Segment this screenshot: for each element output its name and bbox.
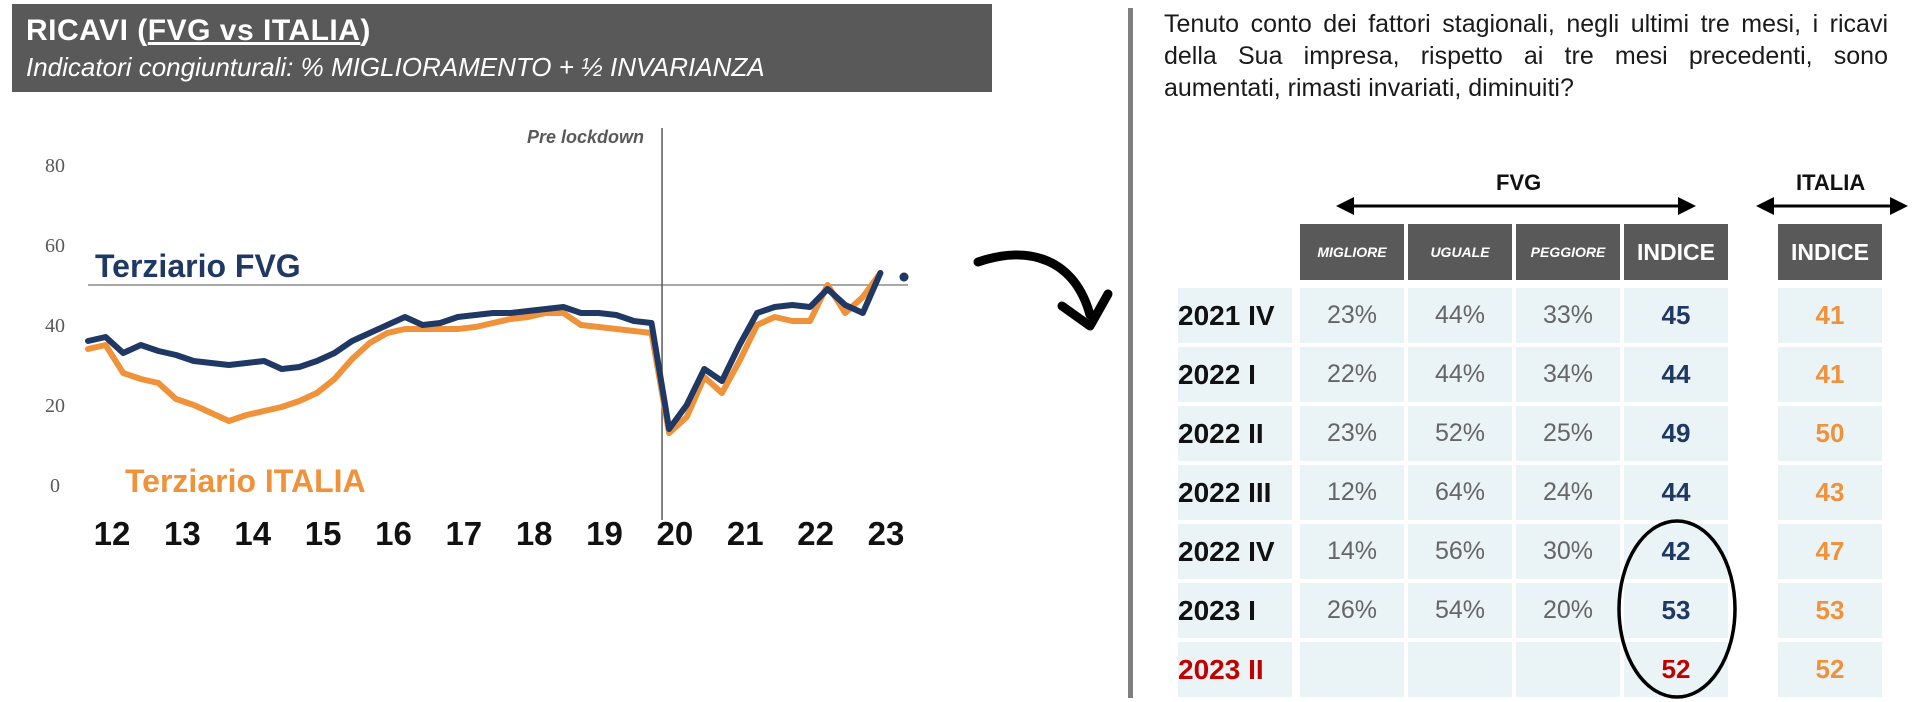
cell-uguale: 64% [1408, 465, 1512, 520]
series-line-fvg [85, 270, 884, 432]
cell-uguale: 44% [1408, 347, 1512, 402]
y-tick-label: 80 [45, 155, 65, 177]
header-indice-italia: INDICE [1778, 224, 1882, 280]
x-tick-label: 17 [445, 515, 482, 552]
page-subtitle: Indicatori congiunturali: % MIGLIORAMENT… [26, 52, 765, 82]
cell-uguale: 52% [1408, 406, 1512, 461]
title-suffix: ) [360, 14, 371, 47]
cell-indice-italia: 41 [1778, 288, 1882, 343]
cell-peggiore: 24% [1516, 465, 1620, 520]
page-title: RICAVI (FVG vs ITALIA) [26, 14, 978, 48]
cell-indice-fvg: 53 [1624, 583, 1728, 638]
cell-indice-fvg: 45 [1624, 288, 1728, 343]
y-tick-label: 20 [45, 395, 65, 417]
header-peggiore: PEGGIORE [1516, 224, 1620, 280]
line-chart: 80 60 40 20 0 Pre lockdown 12 13 14 15 16 17 18 19 20 2… [45, 127, 909, 552]
cell-migliore: 14% [1300, 524, 1404, 579]
cell-indice-fvg: 44 [1624, 465, 1728, 520]
cell-uguale [1408, 642, 1512, 697]
header-migliore: MIGLIORE [1300, 224, 1404, 280]
highlight-ellipse [1617, 519, 1737, 699]
y-tick-label: 0 [50, 475, 60, 497]
x-tick-label: 21 [727, 515, 764, 552]
x-tick-label: 22 [797, 515, 834, 552]
cell-peggiore: 33% [1516, 288, 1620, 343]
group-label-italia: ITALIA [1796, 170, 1866, 195]
cell-indice-fvg: 44 [1624, 347, 1728, 402]
x-tick-label: 20 [657, 515, 694, 552]
cell-peggiore: 20% [1516, 583, 1620, 638]
group-label-fvg: FVG [1496, 170, 1542, 195]
cell-indice-italia: 53 [1778, 583, 1882, 638]
header-uguale: UGUALE [1408, 224, 1512, 280]
cell-indice-fvg: 49 [1624, 406, 1728, 461]
x-tick-label: 15 [305, 515, 342, 552]
row-label: 2022 I [1178, 347, 1292, 402]
row-label: 2021 IV [1178, 288, 1292, 343]
cell-indice-italia: 43 [1778, 465, 1882, 520]
row-label: 2022 IV [1178, 524, 1292, 579]
cell-migliore: 23% [1300, 288, 1404, 343]
row-label: 2022 III [1178, 465, 1292, 520]
x-tick-label: 12 [94, 515, 131, 552]
curved-arrow-icon [973, 250, 1113, 331]
cell-peggiore: 25% [1516, 406, 1620, 461]
row-label: 2023 I [1178, 583, 1292, 638]
cell-indice-italia: 41 [1778, 347, 1882, 402]
series-line-italia [85, 270, 884, 436]
title-underlined: FVG vs ITALIA [147, 14, 361, 47]
cell-migliore: 26% [1300, 583, 1404, 638]
cell-uguale: 44% [1408, 288, 1512, 343]
row-label: 2023 II [1178, 642, 1292, 697]
x-tick-label: 14 [234, 515, 271, 552]
cell-indice-italia: 47 [1778, 524, 1882, 579]
survey-question: Tenuto conto dei fattori stagionali, neg… [1164, 10, 1888, 102]
x-tick-label: 16 [375, 515, 412, 552]
cell-peggiore: 30% [1516, 524, 1620, 579]
cell-migliore: 22% [1300, 347, 1404, 402]
title-box: RICAVI (FVG vs ITALIA) Indicatori congiu… [12, 4, 992, 92]
cell-peggiore [1516, 642, 1620, 697]
cell-peggiore: 34% [1516, 347, 1620, 402]
fvg-double-arrow-icon [1336, 197, 1696, 215]
x-tick-label: 13 [164, 515, 201, 552]
x-tick-label: 19 [586, 515, 623, 552]
lockdown-annotation: Pre lockdown [527, 127, 644, 147]
x-tick-label: 18 [516, 515, 553, 552]
title-prefix: RICAVI ( [26, 14, 148, 47]
y-tick-label: 60 [45, 235, 65, 257]
cell-indice-italia: 52 [1778, 642, 1882, 697]
series-label-italia: Terziario ITALIA [125, 463, 366, 499]
row-label: 2022 II [1178, 406, 1292, 461]
italia-double-arrow-icon [1756, 197, 1908, 215]
cell-indice-fvg: 52 [1624, 642, 1728, 697]
cell-migliore [1300, 642, 1404, 697]
cell-uguale: 54% [1408, 583, 1512, 638]
cell-uguale: 56% [1408, 524, 1512, 579]
cell-indice-fvg: 42 [1624, 524, 1728, 579]
vertical-divider [1128, 8, 1133, 698]
cell-migliore: 23% [1300, 406, 1404, 461]
x-tick-label: 23 [868, 515, 905, 552]
header-indice-fvg: INDICE [1624, 224, 1728, 280]
series-point-fvg [899, 272, 909, 282]
y-tick-label: 40 [45, 315, 65, 337]
series-label-fvg: Terziario FVG [95, 248, 301, 284]
cell-indice-italia: 50 [1778, 406, 1882, 461]
cell-migliore: 12% [1300, 465, 1404, 520]
